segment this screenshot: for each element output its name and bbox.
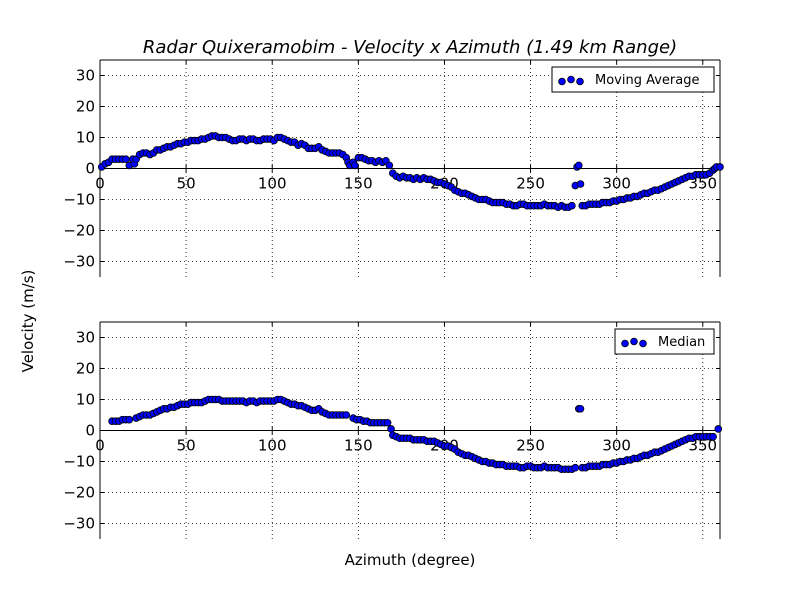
legend-marker (558, 77, 566, 86)
data-point (716, 163, 724, 171)
y-tick-label: 0 (85, 160, 95, 178)
x-tick-label: 100 (258, 437, 287, 455)
data-point (714, 425, 723, 433)
y-tick-label: 20 (76, 98, 95, 116)
legend-marker (567, 75, 575, 84)
x-tick-label: 0 (95, 175, 105, 193)
legend-label: Moving Average (595, 73, 699, 88)
y-tick-label: −10 (63, 453, 95, 471)
x-axis-label: Azimuth (degree) (345, 551, 476, 569)
bottom-subplot-median: 3020100−10−20−30050100150200250300350Med… (63, 321, 723, 539)
x-tick-label: 250 (516, 175, 545, 193)
data-point (351, 161, 359, 170)
y-tick-label: 10 (76, 391, 95, 409)
y-tick-label: −30 (63, 253, 95, 271)
legend: Moving Average (551, 66, 715, 93)
y-axis-label: Velocity (m/s) (19, 270, 37, 373)
data-point (576, 404, 585, 413)
data-point (568, 201, 576, 210)
legend-marker (621, 339, 629, 348)
x-tick-label: 250 (516, 437, 545, 455)
x-tick-label: 50 (177, 175, 196, 193)
y-tick-label: −10 (63, 191, 95, 209)
x-tick-label: 150 (344, 175, 373, 193)
x-tick-label: 0 (95, 437, 105, 455)
y-tick-label: −20 (63, 222, 95, 240)
legend-marker (639, 339, 647, 348)
x-tick-label: 50 (177, 437, 196, 455)
x-tick-label: 350 (688, 175, 717, 193)
data-point (342, 411, 351, 419)
x-tick-label: 150 (344, 437, 373, 455)
legend: Median (614, 328, 715, 355)
data-point (125, 415, 134, 424)
data-point (709, 432, 717, 441)
y-tick-label: 20 (76, 360, 95, 378)
x-tick-label: 100 (258, 175, 287, 193)
data-point (387, 425, 395, 433)
legend-marker (576, 77, 584, 86)
top-subplot-moving-average: 3020100−10−20−30050100150200250300350Mov… (63, 59, 724, 277)
y-tick-label: −20 (63, 484, 95, 502)
chart-title: Radar Quixeramobim - Velocity x Azimuth … (143, 37, 677, 58)
data-point (574, 161, 583, 170)
y-tick-label: 0 (85, 422, 95, 440)
y-tick-label: −30 (63, 515, 95, 533)
x-tick-label: 300 (602, 437, 631, 455)
data-point (383, 418, 392, 427)
x-tick-label: 350 (688, 437, 717, 455)
data-point (385, 161, 394, 170)
x-tick-label: 300 (602, 175, 631, 193)
y-tick-label: 30 (76, 329, 95, 347)
data-point (576, 180, 585, 188)
y-tick-label: 10 (76, 129, 95, 147)
legend-marker (630, 337, 638, 346)
data-point (122, 155, 130, 164)
y-tick-label: 30 (76, 67, 95, 85)
legend-label: Median (658, 335, 705, 350)
data-point (571, 463, 580, 472)
